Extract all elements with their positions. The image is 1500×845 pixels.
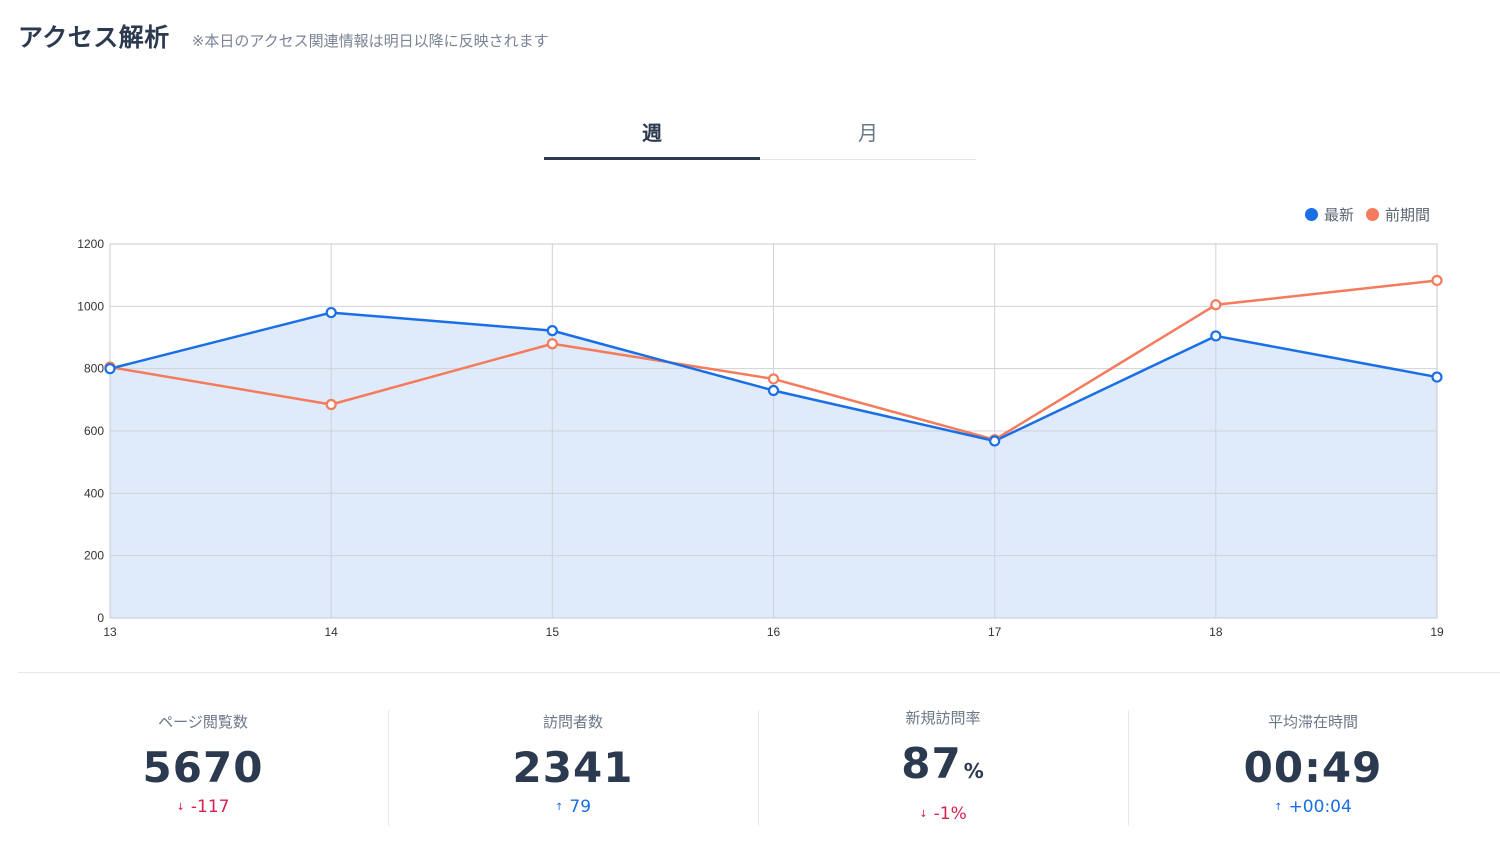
stat-value: 87% bbox=[758, 739, 1128, 796]
legend-label-previous: 前期間 bbox=[1385, 204, 1430, 225]
stat-change: ↑ +00:04 bbox=[1128, 797, 1498, 817]
tab-week[interactable]: 週 bbox=[544, 110, 760, 160]
stats-row: ページ閲覧数 5670 ↓ -117 訪問者数 2341 ↑ 79 新規訪問率 87… bbox=[18, 700, 1500, 840]
stat-page-views: ページ閲覧数 5670 ↓ -117 bbox=[18, 700, 388, 840]
stat-value: 5670 bbox=[18, 743, 388, 793]
tab-month[interactable]: 月 bbox=[760, 110, 976, 160]
legend-dot-previous bbox=[1366, 208, 1379, 221]
page-note: ※本日のアクセス関連情報は明日以降に反映されます bbox=[192, 30, 549, 51]
x-tick-label: 13 bbox=[103, 625, 117, 639]
arrow-down-icon: ↓ bbox=[177, 802, 185, 813]
stat-number: 87 bbox=[901, 739, 961, 788]
stat-change-value: -1% bbox=[934, 804, 967, 824]
stat-label: 訪問者数 bbox=[388, 711, 758, 731]
y-tick-label: 400 bbox=[84, 486, 104, 500]
page-header: アクセス解析 ※本日のアクセス関連情報は明日以降に反映されます bbox=[18, 18, 549, 54]
stat-number: 2341 bbox=[513, 743, 634, 792]
data-point-0 bbox=[990, 436, 999, 445]
x-tick-label: 16 bbox=[767, 625, 781, 639]
y-tick-label: 200 bbox=[84, 549, 104, 563]
data-point-1 bbox=[1433, 276, 1442, 285]
stat-number: 00:49 bbox=[1244, 743, 1383, 792]
stat-change: ↓ -1% bbox=[758, 804, 1128, 824]
stat-label: 平均滞在時間 bbox=[1128, 711, 1498, 731]
stat-avg-duration: 平均滞在時間 00:49 ↑ +00:04 bbox=[1128, 700, 1498, 840]
stat-change: ↑ 79 bbox=[388, 797, 758, 817]
stat-change-value: -117 bbox=[191, 797, 230, 817]
x-tick-label: 17 bbox=[988, 625, 1002, 639]
data-point-0 bbox=[1211, 331, 1220, 340]
y-tick-label: 800 bbox=[84, 362, 104, 376]
arrow-up-icon: ↑ bbox=[555, 802, 563, 813]
chart-legend: 最新 前期間 bbox=[1293, 204, 1430, 225]
y-tick-label: 600 bbox=[84, 424, 104, 438]
stat-value: 00:49 bbox=[1128, 743, 1498, 793]
x-tick-label: 15 bbox=[546, 625, 560, 639]
section-divider bbox=[18, 672, 1500, 673]
data-point-1 bbox=[1211, 300, 1220, 309]
stat-label: 新規訪問率 bbox=[758, 707, 1128, 727]
stat-unit: % bbox=[964, 759, 985, 783]
stat-change: ↓ -117 bbox=[18, 797, 388, 817]
data-point-1 bbox=[548, 339, 557, 348]
x-tick-label: 19 bbox=[1430, 625, 1444, 639]
legend-item-latest[interactable]: 最新 bbox=[1305, 204, 1354, 225]
stat-label: ページ閲覧数 bbox=[18, 711, 388, 731]
legend-dot-latest bbox=[1305, 208, 1318, 221]
data-point-0 bbox=[106, 364, 115, 373]
arrow-up-icon: ↑ bbox=[1274, 802, 1282, 813]
data-point-1 bbox=[327, 400, 336, 409]
period-tabs: 週 月 bbox=[544, 110, 976, 160]
stat-visitors: 訪問者数 2341 ↑ 79 bbox=[388, 700, 758, 840]
legend-item-previous[interactable]: 前期間 bbox=[1366, 204, 1430, 225]
stat-number: 5670 bbox=[143, 743, 264, 792]
stat-value: 2341 bbox=[388, 743, 758, 793]
x-tick-label: 18 bbox=[1209, 625, 1223, 639]
data-point-1 bbox=[769, 374, 778, 383]
x-tick-label: 14 bbox=[324, 625, 338, 639]
data-point-0 bbox=[327, 308, 336, 317]
y-tick-label: 0 bbox=[97, 611, 104, 625]
y-tick-label: 1000 bbox=[77, 299, 104, 313]
stat-new-visit-rate: 新規訪問率 87% ↓ -1% bbox=[758, 700, 1128, 840]
arrow-down-icon: ↓ bbox=[919, 809, 927, 820]
data-point-0 bbox=[1433, 373, 1442, 382]
data-point-0 bbox=[548, 326, 557, 335]
data-point-0 bbox=[769, 386, 778, 395]
legend-label-latest: 最新 bbox=[1324, 204, 1354, 225]
stat-change-value: 79 bbox=[569, 797, 591, 817]
access-line-chart: 0 200 400 600 800 1000 1200 13 14 15 16 17 18 19 bbox=[0, 230, 1500, 650]
y-tick-label: 1200 bbox=[77, 237, 104, 251]
page-title: アクセス解析 bbox=[18, 18, 170, 54]
stat-change-value: +00:04 bbox=[1289, 797, 1352, 817]
